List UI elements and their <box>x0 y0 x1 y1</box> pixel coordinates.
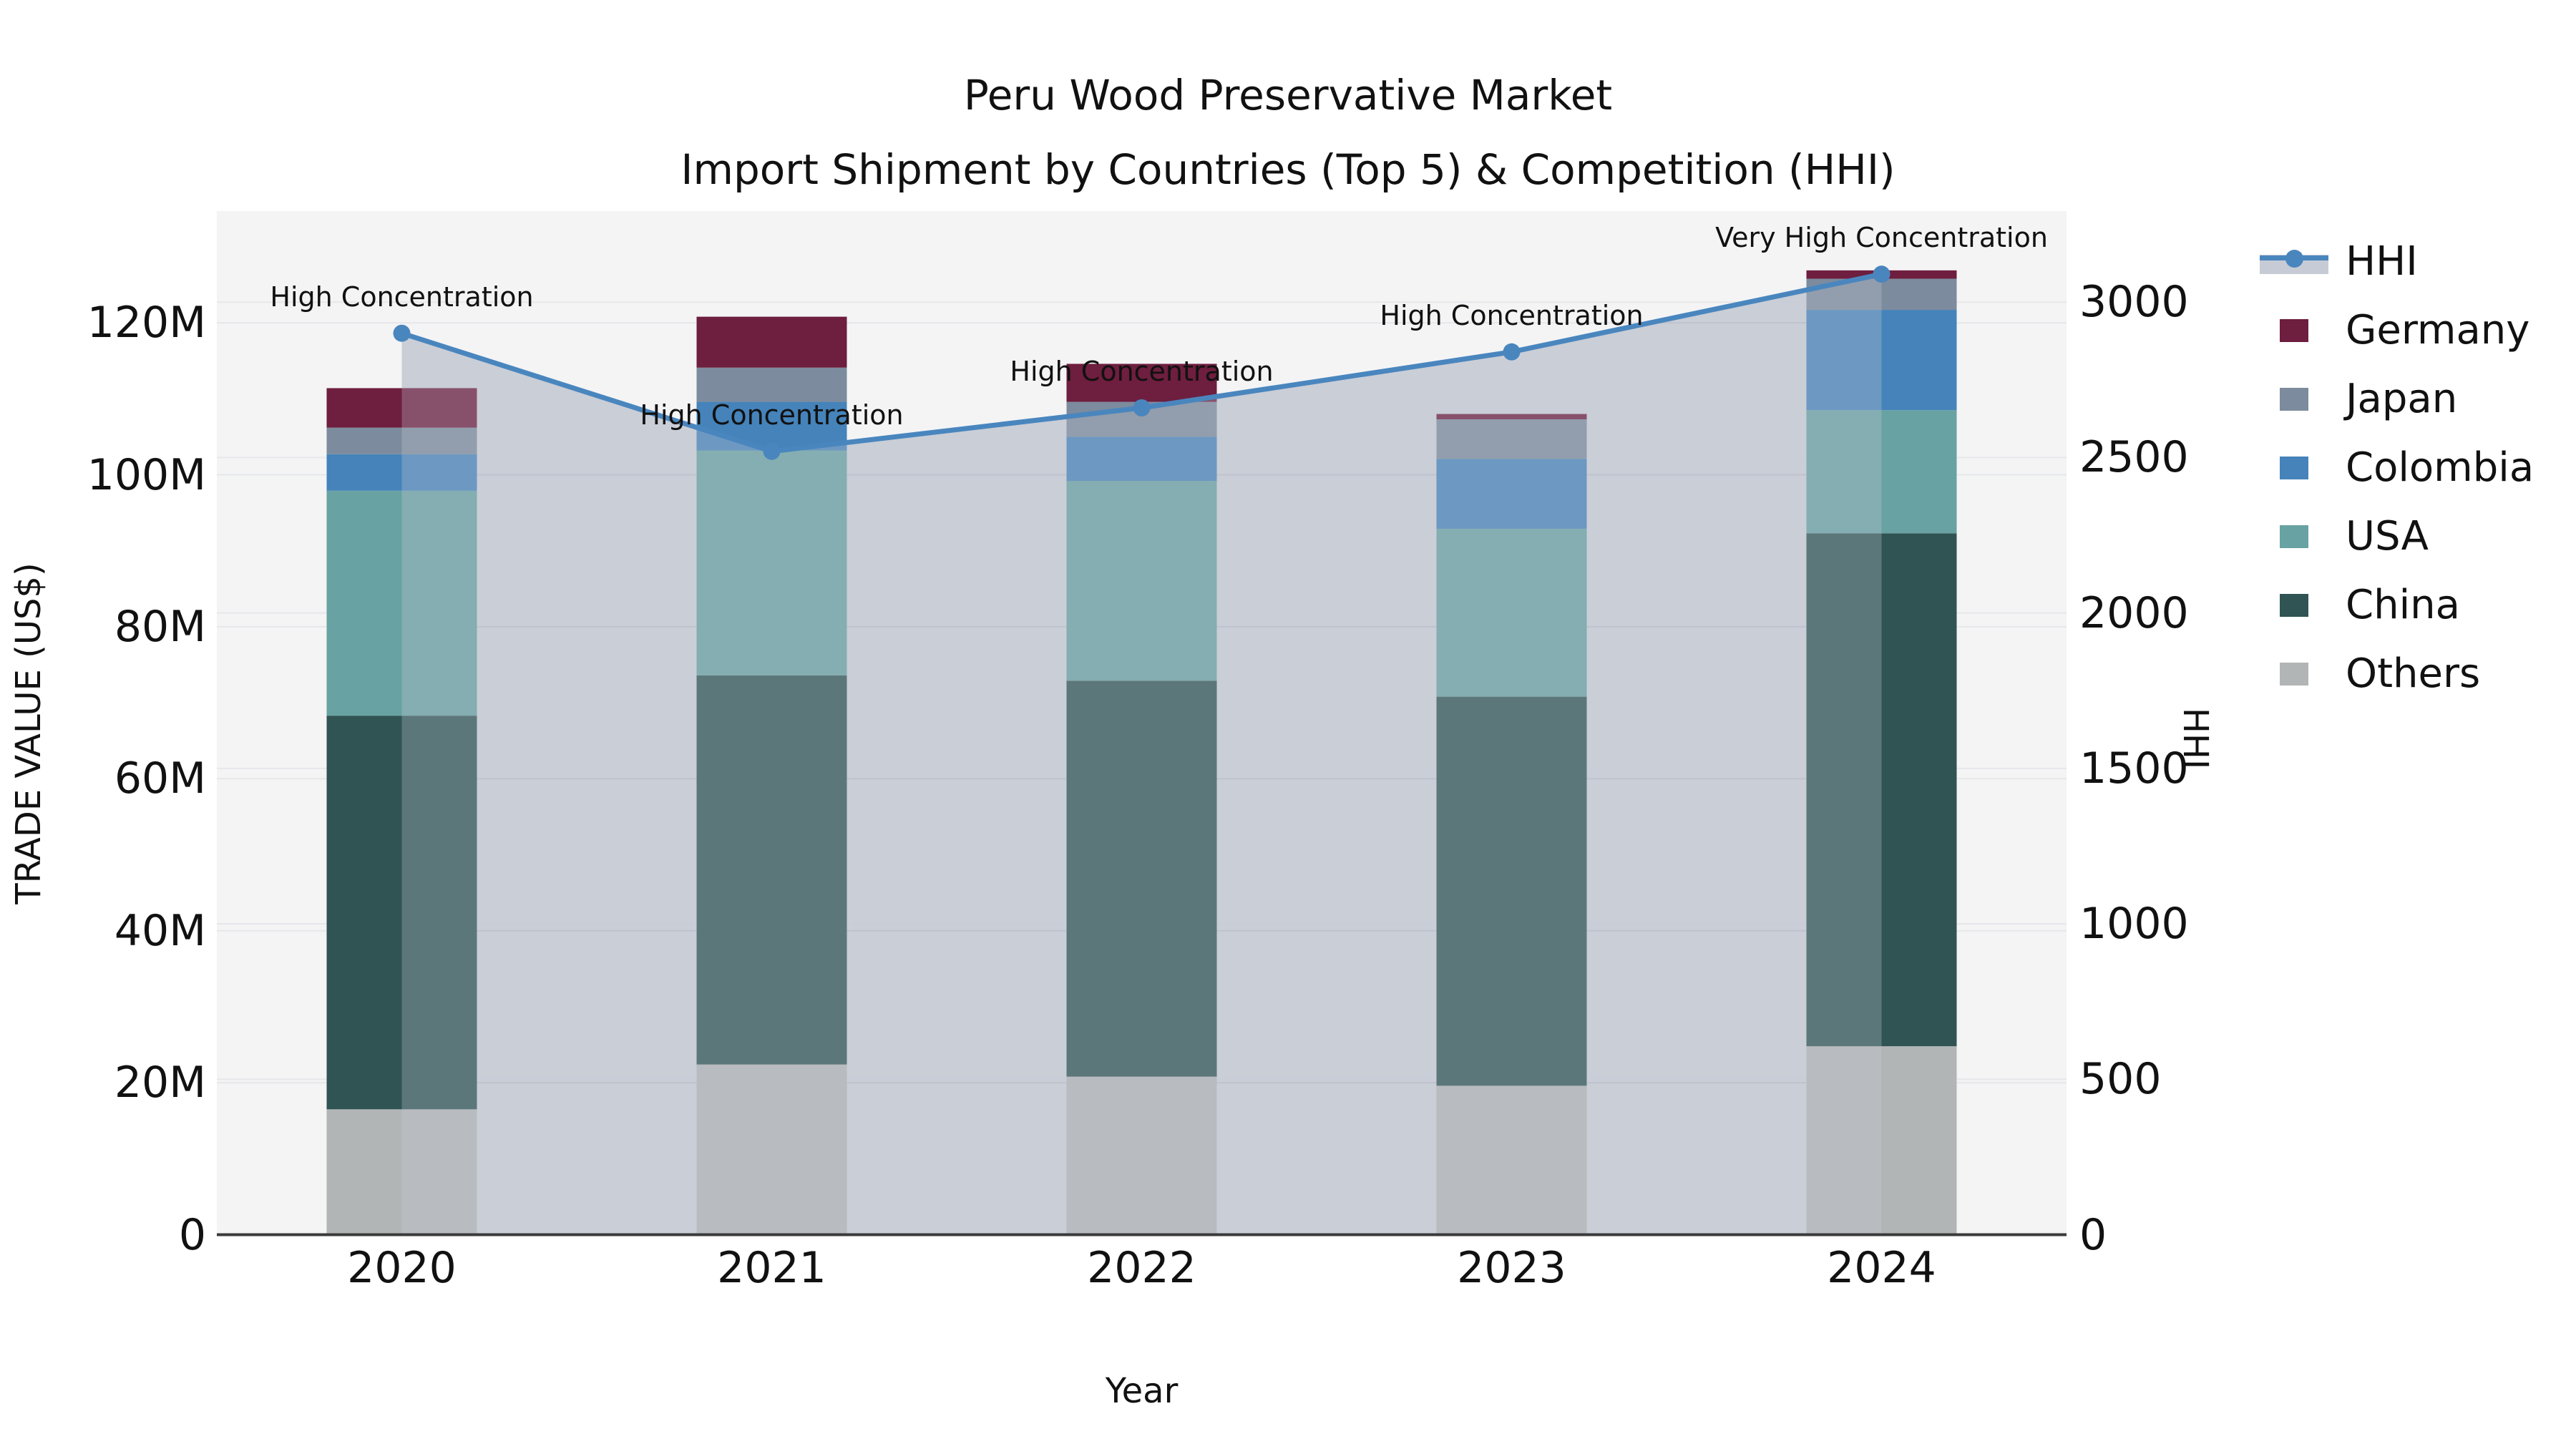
bar-2023-colombia <box>1436 459 1587 529</box>
legend-label-japan: Japan <box>2346 376 2458 422</box>
bar-2020-japan <box>326 427 477 454</box>
bar-2022-usa <box>1066 481 1217 681</box>
bar-2023-china <box>1436 696 1587 1086</box>
tick-right-0: 0 <box>2079 1209 2107 1260</box>
legend-label-colombia: Colombia <box>2346 444 2534 491</box>
annotation-2021: High Concentration <box>640 399 904 431</box>
legend-label-china: China <box>2346 582 2460 628</box>
tick-left-20M: 20M <box>114 1058 206 1108</box>
chart-title-line-2: Import Shipment by Countries (Top 5) & C… <box>680 145 1896 194</box>
bar-2022-germany <box>1066 364 1217 402</box>
tick-year-2023: 2023 <box>1457 1243 1566 1293</box>
legend-item-usa: USA <box>2260 502 2534 571</box>
bar-2020-usa <box>326 490 477 716</box>
legend-swatch-icon <box>2260 663 2328 686</box>
legend-item-japan: Japan <box>2260 365 2534 434</box>
bar-2020-colombia <box>326 454 477 491</box>
hhi-marker-2020 <box>393 324 411 342</box>
annotation-2024: Very High Concentration <box>1715 222 2048 254</box>
legend-swatch-germany <box>2280 319 2308 342</box>
legend-label-germany: Germany <box>2346 307 2530 353</box>
legend-label-others: Others <box>2346 650 2481 697</box>
legend-label-usa: USA <box>2346 513 2429 560</box>
legend-item-germany: Germany <box>2260 296 2534 365</box>
legend-swatch-icon <box>2260 594 2328 617</box>
legend-swatch-china <box>2280 594 2308 617</box>
legend-swatch-icon <box>2260 525 2328 548</box>
bar-2024-colombia <box>1806 310 1957 411</box>
legend-item-china: China <box>2260 571 2534 640</box>
bar-2024-others <box>1806 1046 1957 1235</box>
bar-2022-china <box>1066 680 1217 1077</box>
tick-year-2024: 2024 <box>1827 1243 1936 1293</box>
tick-left-40M: 40M <box>114 905 206 956</box>
tick-right-3000: 3000 <box>2079 277 2189 328</box>
hhi-marker-2023 <box>1503 343 1521 361</box>
x-axis-title: Year <box>1105 1371 1179 1411</box>
tick-left-60M: 60M <box>114 753 206 804</box>
bar-2023-others <box>1436 1085 1587 1235</box>
bar-2023-germany <box>1436 414 1587 419</box>
bar-2021-usa <box>696 450 847 675</box>
bar-2021-germany <box>696 316 847 368</box>
annotation-2023: High Concentration <box>1380 299 1644 331</box>
bar-2024-usa <box>1806 410 1957 534</box>
legend-line-icon <box>2260 250 2328 274</box>
legend-item-colombia: Colombia <box>2260 434 2534 502</box>
bar-2020-others <box>326 1109 477 1235</box>
legend-swatch-icon <box>2260 319 2328 342</box>
bar-2020-germany <box>326 388 477 428</box>
tick-left-120M: 120M <box>87 298 206 348</box>
bar-2024-china <box>1806 533 1957 1047</box>
annotation-2020: High Concentration <box>270 280 534 313</box>
tick-year-2020: 2020 <box>347 1243 457 1293</box>
legend-item-hhi: HHI <box>2260 228 2534 296</box>
tick-year-2021: 2021 <box>717 1243 826 1293</box>
bar-2021-colombia <box>696 401 847 451</box>
bar-2021-others <box>696 1064 847 1235</box>
tick-right-2500: 2500 <box>2079 432 2189 483</box>
tick-left-80M: 80M <box>114 601 206 652</box>
chart-title-line-1: Peru Wood Preservative Market <box>963 71 1613 119</box>
bar-2022-others <box>1066 1076 1217 1235</box>
legend-swatch-others <box>2280 663 2308 686</box>
tick-right-500: 500 <box>2079 1054 2162 1105</box>
bar-2023-japan <box>1436 419 1587 459</box>
legend: HHI Germany Japan Colombia USA China Others <box>2260 228 2534 708</box>
hhi-area-veil <box>401 274 1882 1235</box>
tick-right-1000: 1000 <box>2079 899 2189 950</box>
hhi-marker-2024 <box>1873 265 1890 283</box>
bar-2023-usa <box>1436 528 1587 697</box>
tick-right-1500: 1500 <box>2079 743 2189 794</box>
tick-year-2022: 2022 <box>1087 1243 1196 1293</box>
legend-swatch-usa <box>2280 525 2308 548</box>
bar-2022-colombia <box>1066 436 1217 482</box>
legend-item-others: Others <box>2260 640 2534 708</box>
tick-left-0: 0 <box>178 1209 206 1260</box>
tick-right-2000: 2000 <box>2079 587 2189 638</box>
legend-swatch-colombia <box>2280 457 2308 479</box>
legend-swatch-icon <box>2260 388 2328 411</box>
bar-2021-china <box>696 675 847 1065</box>
legend-swatch-japan <box>2280 388 2308 411</box>
tick-left-100M: 100M <box>87 449 206 500</box>
annotation-2022: High Concentration <box>1010 355 1274 387</box>
legend-label-hhi: HHI <box>2346 238 2418 285</box>
bar-2021-japan <box>696 367 847 402</box>
hhi-marker-2021 <box>763 442 781 460</box>
hhi-marker-2022 <box>1133 399 1151 416</box>
legend-swatch-icon <box>2260 457 2328 479</box>
bar-2020-china <box>326 716 477 1110</box>
legend-line-dot-icon <box>2285 250 2303 268</box>
